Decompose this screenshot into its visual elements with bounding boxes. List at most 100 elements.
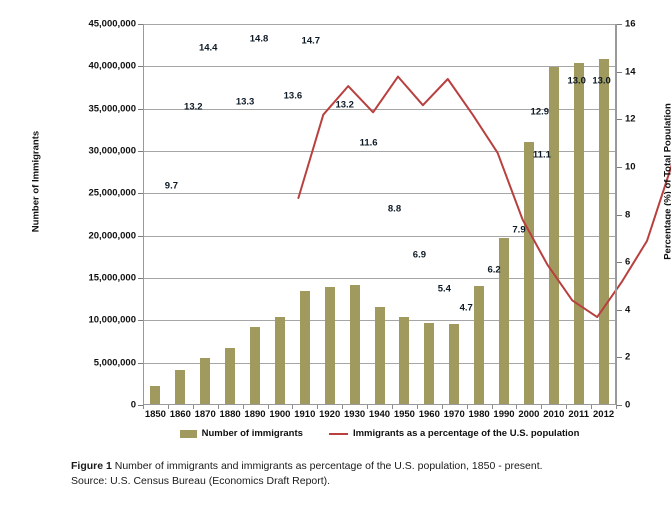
y-axis-right-tick-label: 10 — [625, 161, 636, 173]
x-axis-tick-mark — [616, 405, 617, 409]
bar-swatch-icon — [179, 429, 197, 438]
bar — [299, 290, 310, 405]
x-axis-tick-mark — [491, 405, 493, 409]
x-axis-tick-mark — [367, 405, 369, 409]
x-axis-tick-label: 1870 — [194, 409, 216, 420]
bar — [499, 237, 509, 405]
chart-canvas: 0 5,000,000 10,000,000 15,000,000 20,000,000… — [30, 19, 671, 439]
bar — [274, 317, 285, 405]
x-axis-tick-mark — [167, 405, 169, 409]
line-point-label: 13.2 — [184, 101, 203, 113]
line-point-label: 13.3 — [235, 96, 255, 108]
legend-label-line: Immigrants as a percentage of the U.S. p… — [352, 428, 580, 439]
x-axis-tick-label: 1980 — [468, 409, 490, 420]
x-axis-tick-label: 1910 — [294, 409, 316, 420]
line-point-label: 6.9 — [412, 249, 426, 261]
x-axis-tick-mark — [292, 405, 294, 409]
y-axis-right-tick-label: 12 — [625, 113, 636, 125]
bar — [523, 141, 534, 405]
bar — [175, 370, 186, 405]
bar — [474, 285, 485, 405]
y-axis-right-tick-mark — [617, 24, 622, 25]
x-axis-tick-label: 1850 — [144, 409, 166, 420]
x-axis-tick-mark — [143, 405, 144, 409]
percentage-line-path — [297, 75, 671, 319]
y-axis-right-tick-mark — [617, 405, 622, 406]
y-axis-left-tick-mark — [138, 24, 143, 25]
x-axis-tick-mark — [591, 405, 593, 409]
bar — [399, 317, 410, 405]
y-axis-right-tick-mark — [617, 214, 622, 216]
line-swatch-icon — [328, 432, 348, 435]
line-point-label: 14.4 — [198, 42, 218, 54]
x-axis-tick-mark — [566, 405, 568, 409]
line-point-label: 9.7 — [164, 180, 178, 192]
y-axis-left-tick-label: 10,000,000 — [88, 314, 136, 326]
x-axis-tick-mark — [441, 405, 443, 409]
figure-caption: Figure 1 Number of immigrants and immigr… — [71, 459, 631, 489]
y-axis-left-tick-label: 35,000,000 — [88, 103, 136, 115]
line-point-label: 11.6 — [359, 137, 378, 149]
x-axis-tick-label: 2010 — [543, 409, 565, 420]
x-axis-tick-mark — [391, 405, 393, 409]
y-axis-left-tick-label: 40,000,000 — [88, 60, 136, 72]
gridline — [143, 151, 616, 152]
y-axis-left-tick-mark — [138, 108, 143, 110]
gridline — [143, 108, 616, 110]
line-point-label: 13.0 — [592, 75, 611, 87]
bar — [573, 63, 584, 405]
bar — [250, 326, 260, 405]
bar — [374, 306, 385, 405]
bar — [424, 322, 435, 405]
line-series — [297, 75, 671, 319]
x-axis-tick-label: 1930 — [344, 409, 366, 420]
line-point-label: 13.2 — [335, 99, 354, 111]
x-axis-tick-label: 2000 — [518, 409, 540, 420]
x-axis-tick-mark — [192, 405, 194, 409]
figure-number: Figure 1 — [71, 460, 112, 472]
x-axis-tick-label: 1890 — [244, 409, 266, 420]
right-axis-line — [616, 24, 617, 405]
x-axis-tick-label: 2012 — [593, 409, 615, 420]
y-axis-left-tick-mark — [138, 193, 143, 195]
y-axis-left-tick-label: 20,000,000 — [88, 230, 136, 242]
caption-text-1: Number of immigrants and immigrants as p… — [111, 460, 543, 472]
line-point-label: 11.1 — [532, 149, 551, 161]
line-point-label: 14.7 — [301, 35, 321, 47]
bar — [548, 66, 559, 405]
line-point-label: 7.9 — [512, 224, 526, 236]
gridline — [143, 24, 616, 25]
gridline — [143, 193, 616, 195]
x-axis-tick-mark — [217, 405, 219, 409]
bar — [225, 348, 236, 405]
x-axis-tick-label: 1900 — [269, 409, 291, 420]
y-axis-right-tick-mark — [617, 357, 622, 359]
y-axis-right-tick-mark — [617, 166, 622, 168]
x-axis-tick-mark — [267, 405, 269, 409]
y-axis-left-tick-mark — [138, 362, 143, 364]
y-axis-right-tick-mark — [617, 309, 622, 311]
legend-item-bars: Number of immigrants — [179, 428, 303, 439]
caption-line-1: Figure 1 Number of immigrants and immigr… — [71, 459, 631, 474]
line-point-label: 12.9 — [530, 106, 550, 118]
y-axis-right-tick-mark — [617, 71, 622, 73]
y-axis-left-title: Number of Immigrants — [30, 130, 42, 233]
y-axis-right-tick-label: 4 — [625, 304, 631, 316]
y-axis-left-tick-mark — [138, 405, 143, 406]
y-axis-left-tick-label: 25,000,000 — [88, 187, 136, 199]
x-axis-tick-label: 1970 — [443, 409, 465, 420]
bar — [150, 386, 161, 405]
y-axis-left-tick-label: 5,000,000 — [93, 357, 136, 369]
gridline — [143, 235, 616, 237]
y-axis-left-tick-mark — [138, 151, 143, 152]
y-axis-right-tick-mark — [617, 119, 622, 121]
y-axis-left-tick-mark — [138, 235, 143, 237]
y-axis-right-tick-label: 2 — [625, 351, 631, 363]
plot-area — [143, 24, 671, 405]
line-point-label: 14.8 — [249, 33, 269, 45]
y-axis-right-title: Percentage (%) of Total Population — [662, 103, 671, 260]
x-axis-tick-mark — [416, 405, 418, 409]
y-axis-left-tick-mark — [138, 66, 143, 68]
x-axis-tick-label: 1860 — [169, 409, 191, 420]
